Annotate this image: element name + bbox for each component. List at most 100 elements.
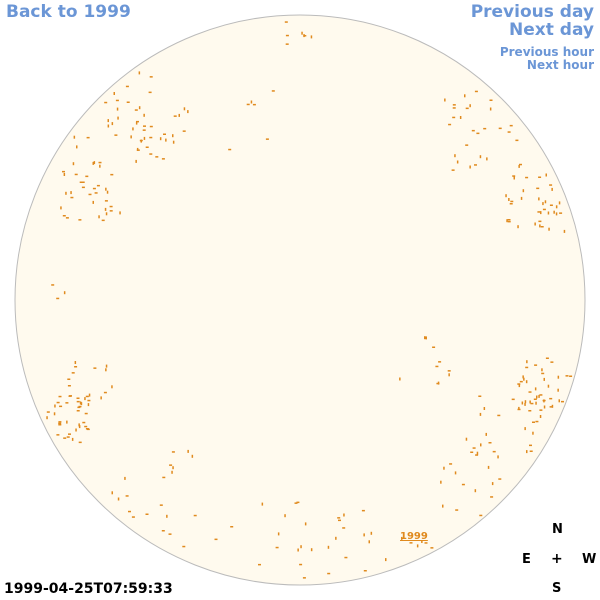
feature-mark (363, 533, 365, 537)
feature-mark (78, 423, 80, 427)
feature-mark (438, 361, 442, 363)
feature-mark (230, 526, 234, 528)
feature-mark (76, 397, 80, 399)
feature-mark (541, 372, 545, 375)
feature-mark (104, 200, 108, 202)
feature-mark (106, 190, 109, 194)
feature-mark (88, 393, 91, 397)
feature-mark (138, 106, 141, 110)
feature-mark (297, 548, 299, 552)
feature-mark (117, 116, 119, 120)
next-hour-link[interactable]: Next hour (526, 58, 594, 72)
feature-mark (88, 193, 92, 196)
feature-mark (507, 131, 511, 133)
feature-mark (518, 384, 521, 388)
feature-mark (183, 107, 186, 111)
feature-mark (187, 110, 189, 114)
year-link[interactable]: 1999 (400, 531, 428, 542)
feature-mark (479, 514, 483, 517)
feature-mark (557, 388, 559, 392)
feature-mark (101, 219, 105, 222)
compass-south-label: S (552, 581, 562, 596)
feature-mark (517, 225, 519, 229)
feature-mark (111, 385, 113, 389)
feature-mark (84, 412, 88, 415)
feature-mark (549, 204, 553, 206)
feature-mark (143, 113, 145, 117)
feature-mark (401, 536, 403, 540)
back-to-year-link[interactable]: Back to 1999 (6, 2, 131, 22)
feature-mark (508, 198, 510, 201)
feature-mark (68, 433, 71, 435)
feature-mark (310, 35, 313, 39)
feature-mark (105, 212, 108, 216)
feature-mark (534, 364, 538, 366)
feature-mark (563, 229, 566, 233)
feature-mark (474, 164, 477, 166)
feature-mark (125, 495, 129, 497)
feature-mark (135, 159, 137, 163)
feature-mark (82, 421, 86, 424)
feature-mark (159, 504, 163, 506)
feature-mark (485, 432, 487, 436)
feature-mark (489, 99, 493, 101)
feature-mark (67, 378, 71, 380)
feature-mark (342, 527, 346, 529)
feature-mark (76, 145, 78, 149)
feature-mark (187, 449, 189, 453)
feature-mark (452, 107, 456, 109)
feature-mark (134, 109, 138, 111)
feature-mark (63, 291, 66, 295)
feature-mark (480, 443, 482, 447)
feature-mark (497, 455, 499, 459)
feature-mark (498, 127, 502, 130)
feature-mark (476, 451, 479, 455)
feature-mark (142, 129, 146, 131)
feature-mark (452, 116, 456, 119)
feature-mark (145, 513, 149, 515)
feature-mark (117, 497, 120, 501)
feature-mark (469, 104, 471, 108)
feature-mark (77, 406, 81, 409)
feature-mark (74, 173, 78, 176)
feature-mark (465, 107, 469, 110)
feature-mark (526, 450, 528, 454)
feature-mark (569, 375, 573, 377)
feature-mark (425, 336, 427, 340)
feature-mark (85, 395, 89, 398)
feature-mark (533, 398, 537, 400)
feature-mark (532, 431, 534, 435)
feature-mark (105, 368, 107, 372)
feature-mark (145, 146, 149, 148)
feature-mark (538, 176, 542, 178)
feature-mark (73, 135, 76, 139)
previous-hour-link[interactable]: Previous hour (499, 45, 594, 59)
feature-mark (58, 395, 62, 398)
feature-mark (547, 384, 550, 388)
feature-mark (507, 219, 511, 221)
feature-mark (465, 437, 468, 441)
feature-mark (534, 222, 536, 226)
previous-day-link[interactable]: Previous day (470, 2, 594, 22)
feature-mark (455, 509, 459, 511)
feature-mark (337, 517, 341, 519)
feature-mark (517, 383, 521, 385)
feature-mark (67, 385, 71, 387)
feature-mark (68, 395, 72, 397)
feature-mark (132, 127, 134, 131)
feature-mark (70, 191, 72, 195)
feature-mark (497, 414, 501, 417)
feature-mark (93, 161, 96, 165)
feature-mark (86, 136, 90, 139)
feature-mark (51, 284, 55, 286)
feature-mark (299, 563, 303, 566)
feature-mark (149, 125, 153, 128)
feature-mark (60, 206, 62, 210)
feature-mark (534, 387, 537, 391)
feature-mark (296, 501, 300, 504)
feature-mark (464, 94, 466, 98)
feature-mark (81, 186, 85, 189)
next-day-link[interactable]: Next day (509, 20, 594, 40)
feature-mark (130, 135, 132, 139)
compass-west-label: W (582, 552, 597, 567)
